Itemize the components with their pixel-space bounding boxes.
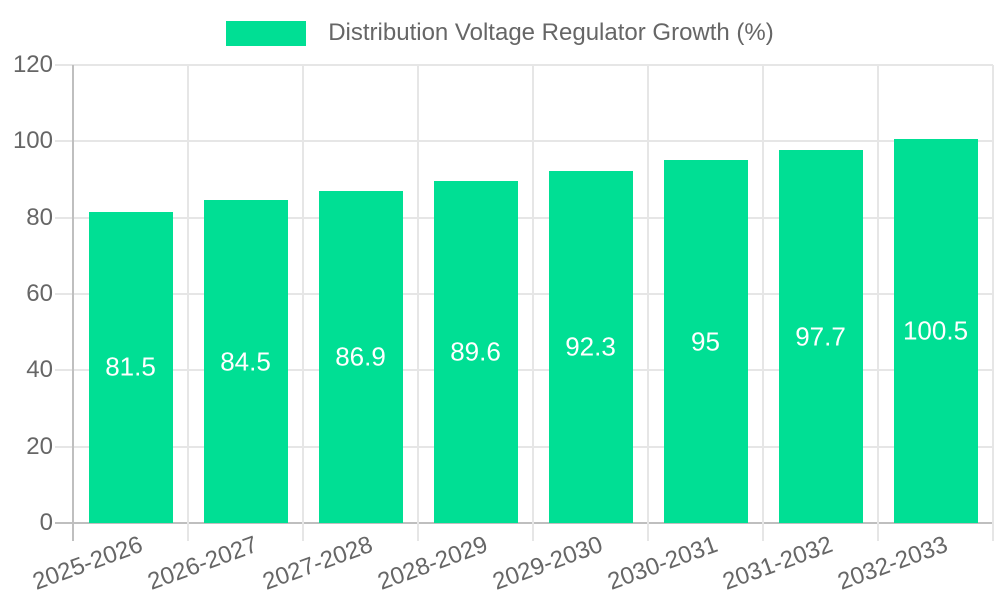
gridline-vertical: [877, 65, 879, 541]
bar-value-label: 81.5: [105, 351, 156, 382]
gridline-vertical: [647, 65, 649, 541]
bar[interactable]: [548, 170, 633, 523]
bar-value-label: 92.3: [565, 331, 616, 362]
bar-value-label: 84.5: [220, 346, 271, 377]
gridline-horizontal: [55, 140, 993, 143]
bar-value-label: 97.7: [795, 321, 846, 352]
bar-value-label: 100.5: [902, 315, 969, 346]
bar-value-label: 89.6: [450, 336, 501, 367]
y-axis-tick-label: 100: [12, 127, 53, 155]
y-axis-tick-label: 20: [26, 432, 53, 460]
legend-label: Distribution Voltage Regulator Growth (%…: [328, 19, 774, 46]
bar[interactable]: [893, 139, 978, 523]
bar[interactable]: [433, 181, 518, 523]
y-axis-tick-label: 40: [26, 356, 53, 384]
legend-swatch: [226, 20, 307, 46]
y-axis-line: [72, 65, 74, 541]
bar[interactable]: [778, 150, 863, 523]
bar[interactable]: [663, 160, 748, 523]
y-axis-tick-label: 80: [26, 203, 53, 231]
gridline-vertical: [417, 65, 419, 541]
chart-legend[interactable]: Distribution Voltage Regulator Growth (%…: [0, 19, 1000, 47]
gridline-vertical: [187, 65, 189, 541]
bar[interactable]: [203, 200, 288, 523]
bar-value-label: 95: [691, 326, 720, 357]
gridline-vertical: [992, 65, 994, 541]
y-axis-tick-label: 60: [26, 280, 53, 307]
gridline-vertical: [302, 65, 304, 541]
gridline-vertical: [532, 65, 534, 541]
gridline-horizontal: [55, 64, 993, 66]
y-axis-tick-label: 0: [39, 509, 53, 536]
bar-value-label: 86.9: [335, 341, 386, 372]
bar[interactable]: [318, 191, 403, 523]
y-axis-tick-label: 120: [12, 51, 53, 78]
bar[interactable]: [88, 211, 173, 523]
gridline-vertical: [762, 65, 764, 541]
